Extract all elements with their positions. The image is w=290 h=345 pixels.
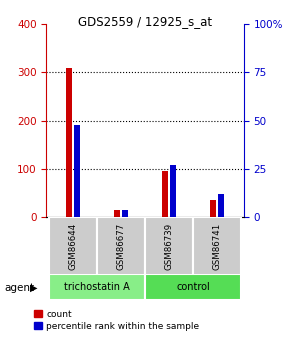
Bar <box>162 171 168 217</box>
Text: ▶: ▶ <box>30 283 37 293</box>
Bar <box>218 194 224 217</box>
Bar <box>211 200 216 217</box>
Bar <box>49 274 145 300</box>
Bar <box>145 217 193 276</box>
Bar <box>66 68 72 217</box>
Text: GSM86739: GSM86739 <box>164 223 173 270</box>
Bar <box>122 210 128 217</box>
Legend: count, percentile rank within the sample: count, percentile rank within the sample <box>34 310 199 331</box>
Text: agent: agent <box>4 283 35 293</box>
Bar <box>145 274 241 300</box>
Text: GSM86644: GSM86644 <box>68 223 77 270</box>
Bar <box>97 217 145 276</box>
Text: GSM86677: GSM86677 <box>117 223 126 270</box>
Bar <box>170 165 176 217</box>
Text: GSM86741: GSM86741 <box>213 223 222 270</box>
Text: trichostatin A: trichostatin A <box>64 282 130 292</box>
Bar <box>193 217 241 276</box>
Text: control: control <box>176 282 210 292</box>
Bar <box>74 125 79 217</box>
Bar <box>114 210 120 217</box>
Text: GDS2559 / 12925_s_at: GDS2559 / 12925_s_at <box>78 15 212 28</box>
Bar <box>49 217 97 276</box>
